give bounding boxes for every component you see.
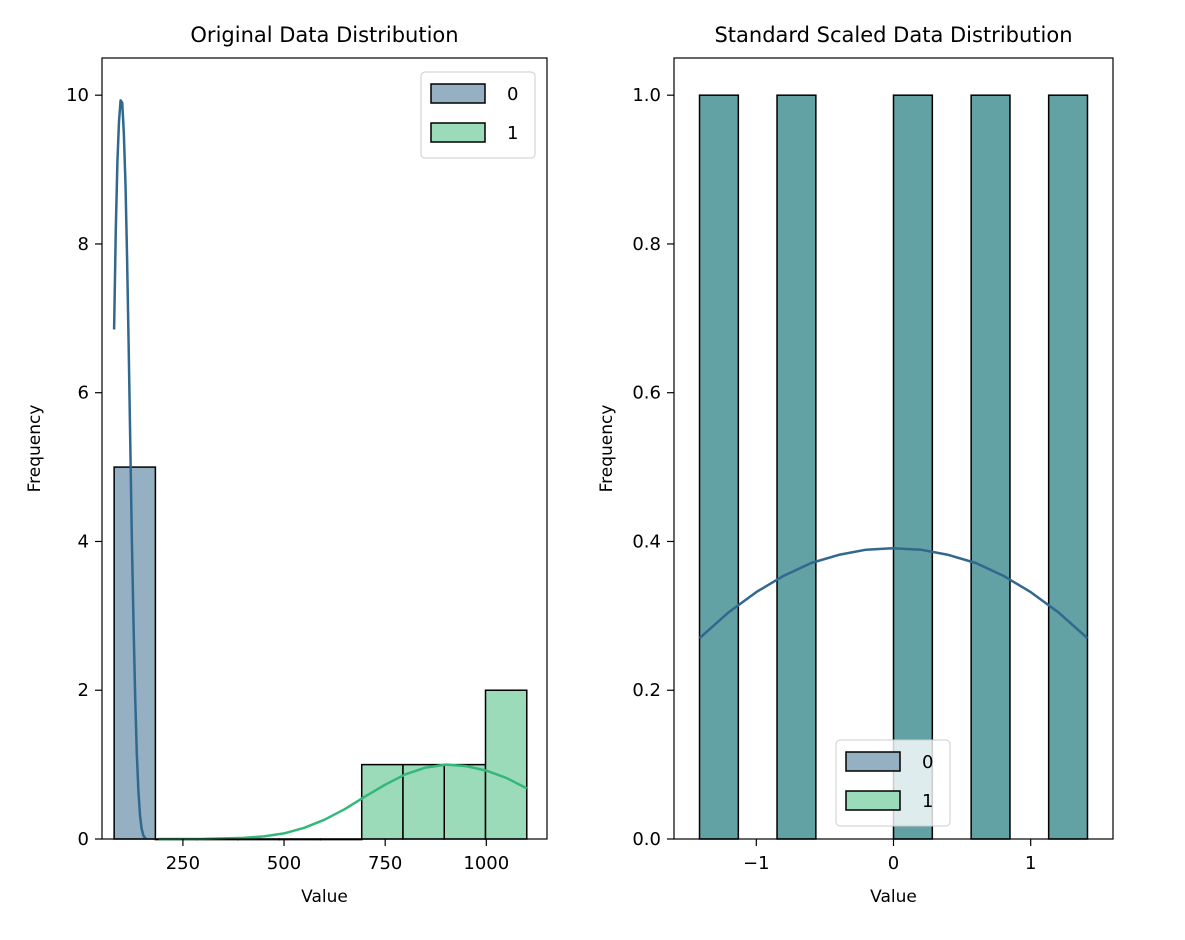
histogram-bar [970,94,1011,840]
legend-label-1: 1 [507,123,518,144]
y-tick-label: 2 [78,680,89,701]
histogram-bar [443,763,487,840]
legend: 0 1 [835,739,951,827]
y-tick-label: 0.4 [632,531,661,552]
histogram-bar [484,689,528,840]
kde-layer [698,546,1089,640]
legend-label-1: 1 [922,791,933,812]
y-tick-label: 6 [78,383,89,404]
y-tick-label: 4 [78,531,89,552]
histogram-bar [1047,94,1089,840]
x-axis-label: Value [870,887,917,907]
x-tick-label: −1 [743,853,770,874]
y-tick-label: 10 [66,85,89,106]
legend-swatch-1 [430,122,486,143]
bars-layer [113,466,528,841]
chart-title: Standard Scaled Data Distribution [714,23,1072,47]
y-ticks: 0.0 0.2 0.4 0.6 0.8 1.0 [632,85,674,850]
kde-line-0 [112,99,148,841]
chart-scaled: −1 0 1 0.0 0.2 0.4 0.6 0.8 1.0 Standard Scaled … [597,23,1114,907]
x-ticks: 250 500 750 1000 [166,839,509,874]
y-axis-label: Frequency [597,405,617,493]
histogram-bar [698,94,740,840]
legend-swatch-0 [845,751,901,772]
bars-layer [698,94,1089,840]
legend-swatch-0 [430,83,486,104]
x-ticks: −1 0 1 [743,839,1036,874]
y-tick-label: 1.0 [632,85,661,106]
x-tick-label: 1000 [463,853,509,874]
y-tick-label: 0.8 [632,234,661,255]
histogram-bar [892,94,934,840]
legend-label-0: 0 [922,752,933,773]
x-tick-label: 750 [368,853,402,874]
x-tick-label: 250 [166,853,200,874]
legend-label-0: 0 [507,84,518,105]
y-tick-label: 0.0 [632,829,661,850]
histogram-bar [402,763,445,840]
legend: 0 1 [420,71,536,159]
kde-line-1 [158,763,528,841]
y-tick-label: 0 [78,829,89,850]
x-axis-label: Value [301,887,348,907]
x-tick-label: 500 [267,853,301,874]
y-axis-label: Frequency [25,405,45,493]
y-ticks: 0 2 4 6 8 10 [66,85,102,850]
y-tick-label: 0.6 [632,383,661,404]
y-tick-label: 8 [78,234,89,255]
y-tick-label: 0.2 [632,680,661,701]
histogram-bar [360,763,404,840]
x-tick-label: 0 [888,853,899,874]
kde-line-0 [698,546,1089,640]
x-tick-label: 1 [1025,853,1036,874]
histogram-bar [776,94,817,840]
chart-title: Original Data Distribution [190,23,458,47]
axes-frame [101,57,548,840]
legend-swatch-1 [845,790,901,811]
kde-layer [112,99,528,841]
